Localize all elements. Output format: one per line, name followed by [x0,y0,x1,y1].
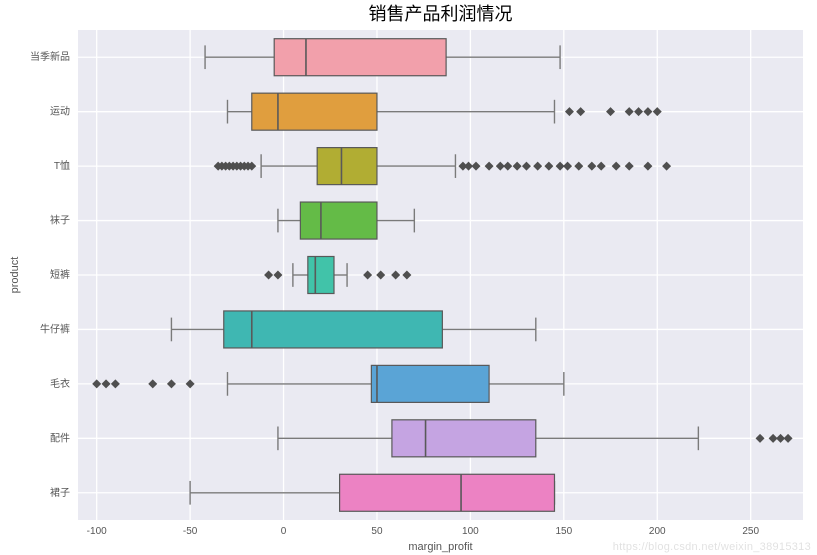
y-tick-label: 裙子 [50,486,70,499]
y-tick-label: 牛仔裤 [40,322,70,335]
watermark-text: https://blog.csdn.net/weixin_38915313 [613,541,811,553]
x-axis-label: margin_profit [408,541,472,553]
x-tick-label: 200 [649,526,666,537]
chart-title: 销售产品利润情况 [369,4,513,24]
x-tick-label: -50 [183,526,198,537]
y-tick-label: 毛衣 [50,377,70,390]
y-tick-label: T恤 [54,159,70,172]
y-tick-label: 运动 [50,106,70,118]
x-tick-label: 0 [281,526,287,537]
y-tick-label: 配件 [50,432,70,444]
x-tick-label: 150 [555,526,572,537]
x-tick-label: 50 [371,526,383,537]
y-axis-label: product [9,257,21,294]
y-tick-label: 当季新品 [30,50,70,63]
boxplot-chart: -100 -50 0 50 100 150 200 250 当季新品运动 T恤袜子短裤牛仔裤毛衣配… [0,0,817,555]
x-tick-label: -100 [87,526,107,537]
x-tick-label: 100 [462,526,479,537]
y-tick-label: 短裤 [50,268,70,281]
y-tick-label: 袜子 [50,214,70,227]
x-tick-label: 250 [742,526,759,537]
